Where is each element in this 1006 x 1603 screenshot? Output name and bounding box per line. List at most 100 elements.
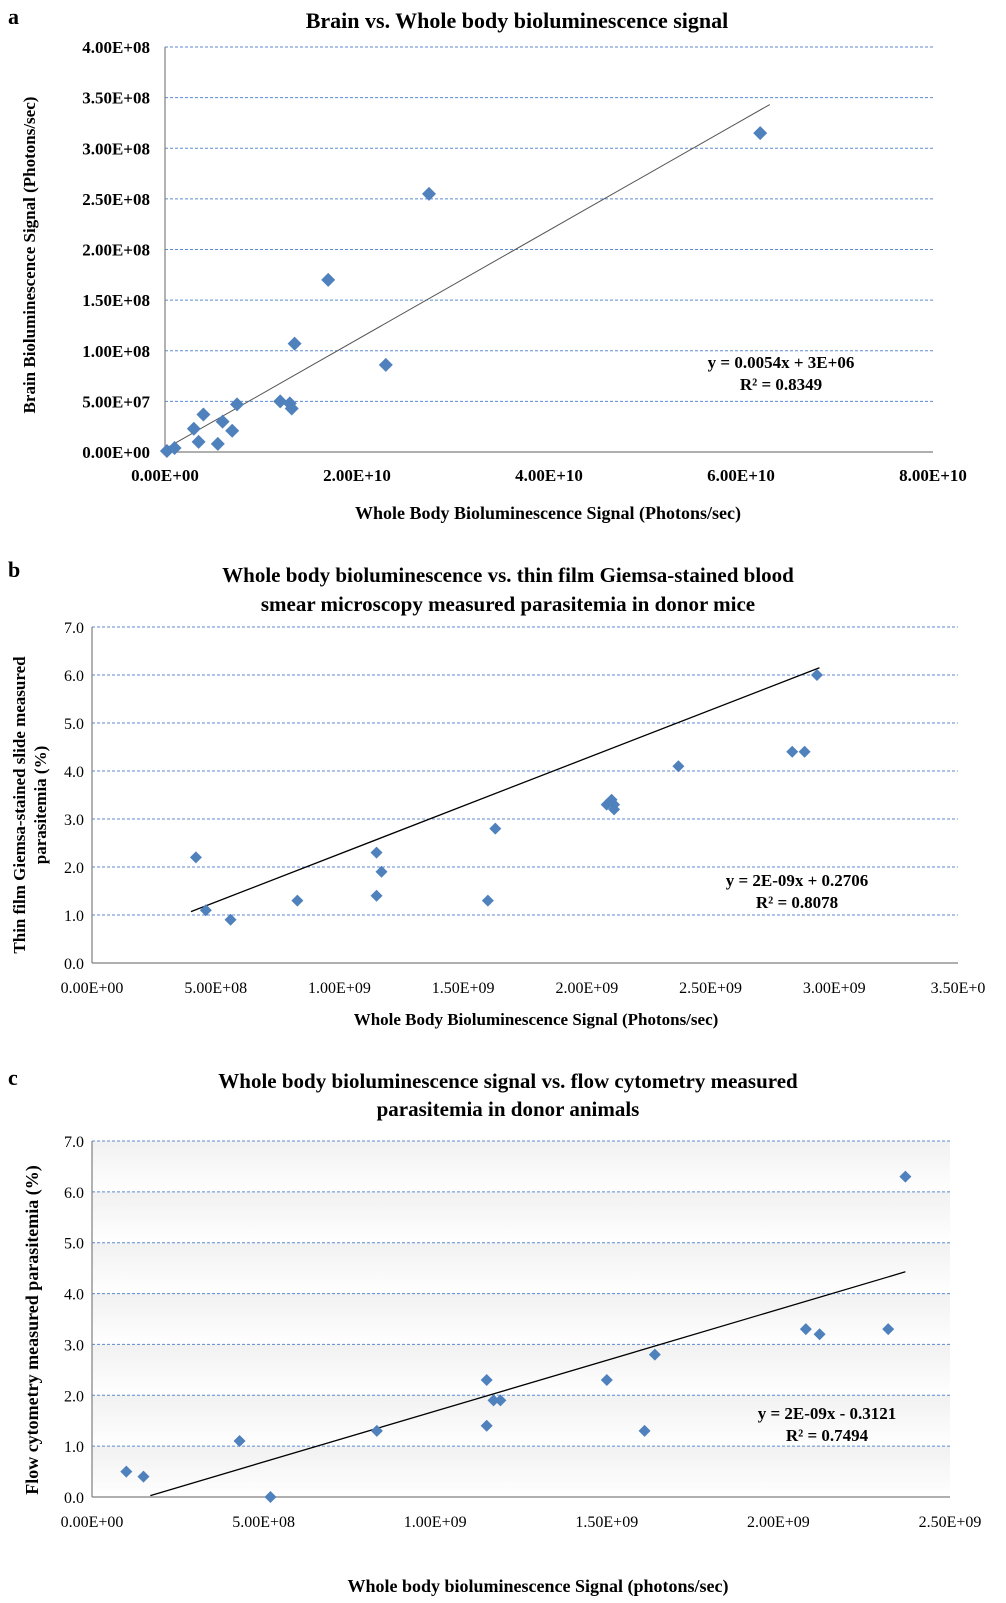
data-point [321, 272, 336, 287]
data-point [638, 1424, 651, 1437]
data-point [487, 1394, 500, 1407]
x-tick-label: 1.50E+09 [432, 980, 495, 997]
data-point [810, 669, 823, 681]
y-axis-title-a: Brain Bioluminescence Signal (Photons/se… [20, 97, 39, 414]
data-point [489, 822, 502, 835]
data-point [481, 894, 494, 907]
data-point [224, 913, 237, 926]
plot-band [92, 1191, 950, 1243]
x-tick-label: 3.50E+0 [931, 980, 986, 997]
equation-label-a: y = 0.0054x + 3E+06 [708, 353, 855, 372]
data-point [191, 434, 206, 449]
y-tick-label: 2.0 [64, 1388, 84, 1405]
plot-band [92, 1242, 950, 1294]
data-point [196, 407, 211, 422]
data-point [287, 336, 302, 351]
data-point [600, 798, 613, 811]
trendline-c [150, 1271, 906, 1497]
x-axis-title-a: Whole Body Bioluminescence Signal (Photo… [355, 503, 741, 524]
data-point [480, 1374, 493, 1387]
x-tick-label: 4.00E+10 [515, 466, 583, 485]
chart-title-c-line2: parasitemia in donor animals [377, 1097, 640, 1121]
plot-band [92, 1395, 950, 1447]
tick-labels-c: 0.0 1.0 2.0 3.0 4.0 5.0 6.0 7.0 0.00E+00 5.00E+08… [61, 1134, 982, 1531]
y-tick-label: 0.00E+00 [82, 443, 150, 462]
y-axis-title-c: Flow cytometry measured parasitemia (%) [22, 1165, 43, 1495]
trendline [190, 667, 820, 913]
trendline-a [164, 104, 771, 450]
data-points-a [159, 126, 768, 458]
y-tick-label: 4.00E+08 [82, 38, 150, 57]
x-tick-label: 1.50E+09 [575, 1514, 638, 1531]
x-tick-label: 6.00E+10 [707, 466, 775, 485]
data-point [215, 414, 230, 429]
y-tick-label: 0.0 [64, 956, 84, 973]
y-tick-label: 3.00E+08 [82, 139, 150, 158]
y-tick-label: 1.0 [64, 1439, 84, 1456]
grid-lines-c [91, 1140, 950, 1498]
y-tick-label: 4.0 [64, 764, 84, 781]
x-tick-label: 5.00E+08 [232, 1514, 295, 1531]
x-tick-label: 0.00E+00 [61, 1514, 124, 1531]
y-tick-label: 5.0 [64, 716, 84, 733]
x-axis-title-c: Whole body bioluminescence Signal (photo… [347, 1576, 728, 1597]
y-tick-label: 5.0 [64, 1236, 84, 1253]
x-tick-label: 5.00E+08 [184, 980, 247, 997]
data-point [786, 745, 799, 758]
y-tick-label: 3.0 [64, 1337, 84, 1354]
data-point [494, 1394, 507, 1407]
x-tick-label: 0.00E+00 [131, 466, 199, 485]
plot-band [92, 1344, 950, 1396]
data-point [378, 357, 393, 372]
data-point [375, 865, 388, 878]
chart-panel-a: a Brain vs. Whole body bioluminescence s… [0, 0, 1006, 530]
data-point [798, 745, 811, 758]
equation-label-b: y = 2E-09x + 0.2706 [726, 871, 869, 890]
y-tick-label: 2.50E+08 [82, 190, 150, 209]
data-point [753, 126, 768, 141]
data-point [672, 760, 685, 773]
x-tick-label: 3.00E+09 [803, 980, 866, 997]
data-point [370, 1424, 383, 1437]
plot-band [92, 1446, 950, 1497]
y-tick-label: 2.0 [64, 860, 84, 877]
chart-title-a: Brain vs. Whole body bioluminescence sig… [306, 8, 729, 33]
y-tick-label: 7.0 [64, 1134, 84, 1151]
data-point [199, 904, 212, 917]
data-point [186, 421, 201, 436]
data-point [480, 1419, 493, 1432]
data-point [600, 1374, 613, 1387]
data-point [882, 1323, 895, 1336]
chart-title-c-line1: Whole body bioluminescence signal vs. fl… [218, 1069, 798, 1093]
panel-label-b: b [8, 557, 21, 582]
y-tick-label: 0.0 [64, 1490, 84, 1507]
plot-band [92, 1293, 950, 1345]
data-point [120, 1465, 133, 1478]
scatter-plot-c: Whole body bioluminescence signal vs. fl… [22, 1069, 982, 1597]
y-axis-title-b-line2: parasitemia (%) [31, 746, 50, 865]
y-tick-label: 6.0 [64, 668, 84, 685]
data-point [137, 1470, 150, 1483]
y-axis-title-b-line1: Thin film Giemsa-stained slide measured [10, 656, 29, 954]
data-point [210, 436, 225, 451]
r-squared-label-a: R² = 0.8349 [740, 375, 822, 394]
data-point [225, 423, 240, 438]
trendline-b [190, 667, 820, 913]
x-tick-label: 2.00E+09 [555, 980, 618, 997]
x-axis-title-b: Whole Body Bioluminescence Signal (Photo… [354, 1010, 719, 1029]
data-point [189, 851, 202, 864]
data-point [273, 394, 288, 409]
y-tick-label: 5.00E+07 [82, 392, 150, 411]
y-tick-label: 7.0 [64, 620, 84, 637]
x-tick-label: 1.00E+09 [308, 980, 371, 997]
x-tick-label: 0.00E+00 [61, 980, 124, 997]
tick-labels-b: 0.0 1.0 2.0 3.0 4.0 5.0 6.0 7.0 0.00E+00 5.00E+08… [61, 620, 986, 997]
data-point [799, 1323, 812, 1336]
grid-lines-a [164, 46, 933, 453]
data-point [233, 1435, 246, 1448]
x-tick-label: 2.00E+10 [323, 466, 391, 485]
x-tick-label: 2.50E+09 [919, 1514, 982, 1531]
y-tick-label: 4.0 [64, 1287, 84, 1304]
scatter-plot-a: Brain vs. Whole body bioluminescence sig… [20, 8, 967, 524]
y-tick-label: 2.00E+08 [82, 241, 150, 260]
